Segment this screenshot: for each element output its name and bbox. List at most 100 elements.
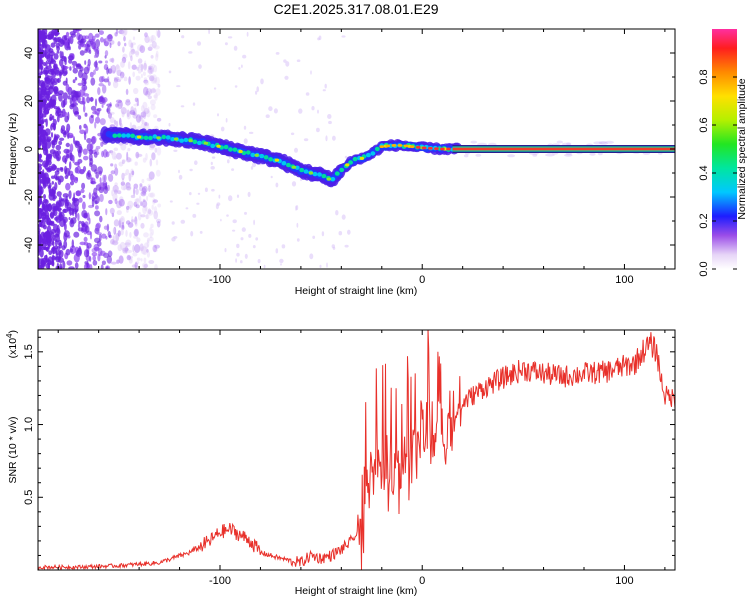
speckle-mark <box>111 57 115 63</box>
speckle-mark <box>246 31 249 37</box>
speckle-mark <box>270 175 273 179</box>
speckle-mark <box>110 163 114 167</box>
speckle-mark <box>73 136 75 145</box>
speckle-mark <box>96 112 100 117</box>
speckle-mark <box>53 223 58 233</box>
speckle-mark <box>108 112 112 119</box>
speckle-mark <box>125 239 132 248</box>
speckle-mark <box>126 208 129 213</box>
ridge-core <box>130 133 136 138</box>
speckle-mark <box>137 44 144 52</box>
speckle-mark <box>117 41 121 47</box>
spectrogram-panel: -100 0 100 -40 -20 0 20 40 Height of straight l… <box>7 28 676 297</box>
speckle-mark <box>130 194 136 199</box>
speckle-mark <box>52 29 59 36</box>
speckle-mark <box>149 43 154 50</box>
speckle-mark <box>153 45 160 50</box>
speckle-mark <box>130 44 134 53</box>
spectral-ridge <box>100 126 462 188</box>
speckle-mark <box>252 245 256 249</box>
ridge-core <box>294 165 300 170</box>
speckle-mark <box>599 141 609 145</box>
speckle-mark <box>91 252 98 257</box>
speckle-mark <box>116 79 122 82</box>
speckle-mark <box>53 208 58 217</box>
speckle-mark <box>532 153 538 157</box>
speckle-mark <box>151 229 154 236</box>
speckle-mark <box>38 195 42 203</box>
speckle-mark <box>63 99 66 108</box>
snr-panel: -100 0 100 0.5 1.0 1.5 Height of straight lin… <box>5 329 676 597</box>
speckle-mark <box>89 158 94 166</box>
speckle-mark <box>58 93 63 102</box>
speckle-mark <box>115 29 119 35</box>
speckle-mark <box>134 262 138 269</box>
speckle-mark <box>73 231 80 238</box>
speckle-mark <box>173 149 178 152</box>
speckle-mark <box>133 201 138 207</box>
speckle-mark <box>104 55 107 59</box>
speckle-mark <box>95 222 101 229</box>
speckle-mark <box>130 55 133 62</box>
spectrogram-axes-ticks: -100 0 100 -40 -20 0 20 40 <box>23 28 675 286</box>
speckle-mark <box>110 239 115 245</box>
speckle-mark <box>38 55 42 63</box>
speckle-mark <box>309 253 314 260</box>
speckle-mark <box>143 86 149 96</box>
speckle-mark <box>69 152 73 161</box>
speckle-mark <box>95 145 101 150</box>
speckle-mark <box>134 229 139 237</box>
speckle-mark <box>132 71 135 78</box>
speckle-mark <box>328 120 332 125</box>
speckle-mark <box>41 119 44 124</box>
speckle-mark <box>148 65 152 70</box>
speckle-mark <box>225 118 228 123</box>
ridge-core <box>370 151 376 156</box>
speckle-mark <box>137 211 142 221</box>
speckle-mark <box>236 252 240 257</box>
speckle-mark <box>39 248 44 258</box>
speckle-mark <box>199 230 203 234</box>
speckle-mark <box>110 66 113 74</box>
speckle-mark <box>54 239 58 247</box>
speckle-mark <box>95 39 101 48</box>
speckle-mark <box>99 193 104 203</box>
background-speckle <box>38 29 663 269</box>
speckle-mark <box>150 223 154 229</box>
speckle-mark <box>98 60 103 64</box>
speckle-mark <box>243 138 248 144</box>
speckle-mark <box>98 233 102 242</box>
speckle-mark <box>52 241 55 247</box>
speckle-mark <box>564 153 573 157</box>
speckle-mark <box>178 169 180 174</box>
speckle-mark <box>589 152 596 156</box>
speckle-mark <box>98 30 105 35</box>
speckle-mark <box>38 159 43 163</box>
speckle-mark <box>210 166 215 170</box>
speckle-mark <box>143 79 149 84</box>
speckle-mark <box>141 200 148 208</box>
speckle-mark <box>107 231 111 238</box>
speckle-mark <box>77 212 80 222</box>
speckle-mark <box>147 209 154 216</box>
speckle-mark <box>104 50 109 57</box>
scale-exponent: 4 <box>5 333 14 338</box>
ridge-core <box>348 160 353 165</box>
speckle-mark <box>98 182 103 187</box>
speckle-mark <box>253 219 256 226</box>
speckle-mark <box>136 97 139 107</box>
speckle-mark <box>60 110 63 114</box>
speckle-mark <box>310 70 312 75</box>
speckle-mark <box>194 160 198 165</box>
speckle-mark <box>123 186 126 191</box>
speckle-mark <box>90 105 97 111</box>
speckle-mark <box>129 110 133 115</box>
speckle-mark <box>90 114 94 119</box>
speckle-mark <box>247 191 251 198</box>
speckle-mark <box>69 31 76 36</box>
speckle-mark <box>144 122 150 127</box>
speckle-mark <box>38 118 41 124</box>
speckle-mark <box>64 60 67 65</box>
speckle-mark <box>148 171 155 180</box>
